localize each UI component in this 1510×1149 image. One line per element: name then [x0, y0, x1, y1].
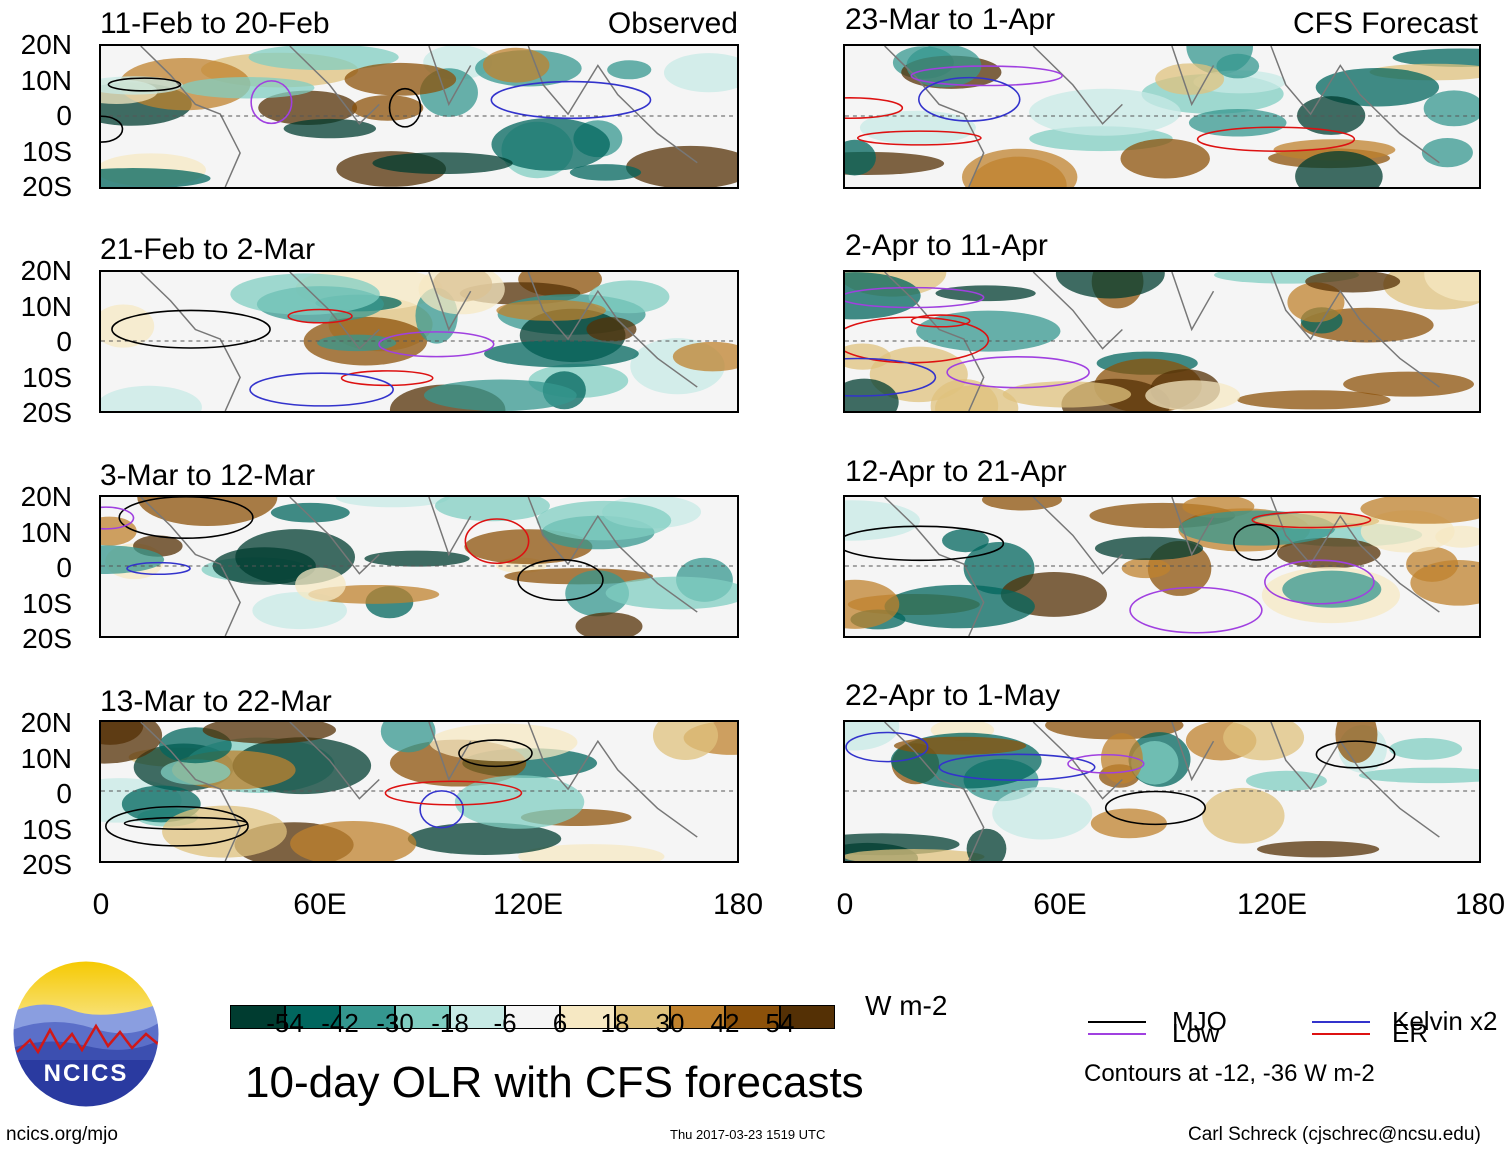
olr-field — [845, 272, 1479, 411]
observed-label: Observed — [607, 7, 738, 40]
panel-title-fcst-1: 23-Mar to 1-Apr — [845, 3, 1056, 36]
lat-tick-label: 10N — [20, 65, 72, 96]
lat-tick-label: 20S — [22, 849, 72, 880]
lat-tick-label: 20S — [22, 397, 72, 428]
olr-field — [101, 497, 737, 636]
legend-line-kelvin — [1312, 1021, 1370, 1023]
legend-line-mjo — [1088, 1021, 1146, 1023]
colorbar-segment — [395, 1005, 450, 1029]
colorbar-segment — [725, 1005, 780, 1029]
olr-field — [845, 46, 1479, 187]
legend-line-er — [1312, 1033, 1370, 1035]
lat-tick-label: 10N — [20, 743, 72, 774]
olr-field — [845, 497, 1479, 636]
lat-tick-label: 10S — [22, 362, 72, 393]
lon-tick-label: 120E — [492, 888, 564, 921]
lat-tick-label: 10S — [22, 136, 72, 167]
colorbar-label: 18 — [600, 1008, 630, 1038]
lat-tick-label: 0 — [56, 778, 72, 809]
lat-tick-label: 20N — [20, 255, 72, 286]
ncics-logo: NCICS — [12, 960, 160, 1108]
lat-tick-label: 10N — [20, 517, 72, 548]
olr-field — [101, 272, 737, 411]
lat-tick-label: 0 — [56, 326, 72, 357]
olr-field — [101, 722, 737, 861]
legend-label-low: Low — [1172, 1018, 1220, 1048]
lon-tick-label: 0 — [92, 888, 110, 921]
colorbar-label: -54 — [266, 1008, 304, 1038]
panel-title-obs-2: 21-Feb to 2-Mar — [100, 233, 316, 266]
colorbar-segment — [615, 1005, 670, 1029]
colorbar-label: -18 — [431, 1008, 469, 1038]
colorbar-segment — [670, 1005, 725, 1029]
panel-title-obs-3: 3-Mar to 12-Mar — [100, 459, 316, 492]
lat-tick-label: 0 — [56, 552, 72, 583]
lat-tick-label: 20N — [20, 29, 72, 60]
forecast-label: CFS Forecast — [1292, 7, 1478, 40]
timestamp: Thu 2017-03-23 1519 UTC — [670, 1127, 826, 1142]
colorbar-segment — [230, 1005, 285, 1029]
map-panel-fcst-2 — [843, 270, 1481, 413]
colorbar-label: -42 — [321, 1008, 359, 1038]
map-panel-fcst-3 — [843, 495, 1481, 638]
panel-title-fcst-3: 12-Apr to 21-Apr — [845, 455, 1067, 488]
units-label: W m-2 — [865, 990, 948, 1021]
colorbar-label: 54 — [765, 1008, 795, 1038]
colorbar-label: 6 — [552, 1008, 568, 1038]
map-panel-obs-2 — [99, 270, 739, 413]
panel-title-obs-4: 13-Mar to 22-Mar — [100, 685, 332, 718]
panel-title-fcst-2: 2-Apr to 11-Apr — [845, 229, 1048, 262]
colorbar-label: -6 — [493, 1008, 517, 1038]
legend-note: Contours at -12, -36 W m-2 — [1084, 1060, 1375, 1087]
colorbar-label: -30 — [376, 1008, 414, 1038]
lat-tick-label: 10S — [22, 814, 72, 845]
olr-field — [845, 722, 1479, 861]
logo-text: NCICS — [43, 1060, 129, 1087]
lat-tick-label: 0 — [56, 100, 72, 131]
lat-tick-label: 10N — [20, 291, 72, 322]
legend-label-mjo: MJO — [1172, 1006, 1227, 1036]
map-panel-fcst-1 — [843, 44, 1481, 189]
lon-tick-label: 180 — [712, 888, 764, 921]
lat-tick-label: 20N — [20, 481, 72, 512]
lon-tick-label: 0 — [836, 888, 854, 921]
panel-title-obs-1: 11-Feb to 20-Feb — [100, 7, 330, 40]
figure-title: 10-day OLR with CFS forecasts — [245, 1058, 864, 1107]
colorbar-segment — [285, 1005, 340, 1029]
map-panel-obs-4 — [99, 720, 739, 863]
colorbar-label: 30 — [655, 1008, 685, 1038]
legend-label-er: ER — [1392, 1018, 1429, 1048]
legend-line-low — [1088, 1033, 1146, 1035]
olr-field — [101, 46, 737, 187]
map-panel-obs-3 — [99, 495, 739, 638]
lon-tick-label: 120E — [1236, 888, 1308, 921]
credit: Carl Schreck (cjschrec@ncsu.edu) — [1188, 1124, 1481, 1145]
lon-tick-label: 60E — [293, 888, 347, 921]
colorbar-segment — [780, 1005, 835, 1029]
lon-tick-label: 180 — [1454, 888, 1506, 921]
website-link[interactable]: ncics.org/mjo — [6, 1124, 118, 1145]
map-panel-fcst-4 — [843, 720, 1481, 863]
colorbar-label: 42 — [710, 1008, 740, 1038]
colorbar-segment — [340, 1005, 395, 1029]
colorbar-segment — [450, 1005, 505, 1029]
lat-tick-label: 10S — [22, 588, 72, 619]
legend-label-kelvin: Kelvin x2 — [1392, 1006, 1498, 1036]
colorbar-segment — [560, 1005, 615, 1029]
colorbar-segment — [505, 1005, 560, 1029]
lat-tick-label: 20S — [22, 623, 72, 654]
panel-title-fcst-4: 22-Apr to 1-May — [845, 679, 1061, 712]
lat-tick-label: 20N — [20, 707, 72, 738]
lat-tick-label: 20S — [22, 171, 72, 202]
map-panel-obs-1 — [99, 44, 739, 189]
logo-graphic — [12, 960, 160, 1108]
lon-tick-label: 60E — [1033, 888, 1087, 921]
